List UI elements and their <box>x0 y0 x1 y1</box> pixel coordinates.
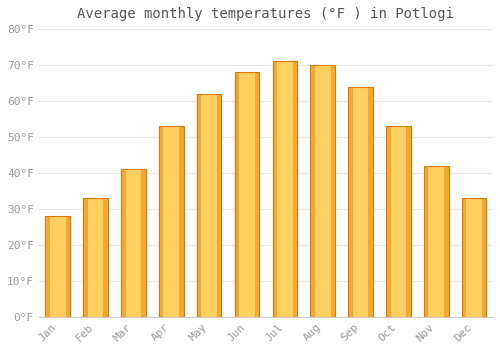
Bar <box>444 166 448 317</box>
Bar <box>234 72 260 317</box>
Bar <box>197 94 222 317</box>
Bar <box>348 86 373 317</box>
Bar <box>46 216 70 317</box>
Bar <box>310 65 335 317</box>
Bar <box>272 62 277 317</box>
Bar <box>330 65 335 317</box>
Bar <box>386 126 410 317</box>
Bar <box>255 72 260 317</box>
Bar <box>121 169 146 317</box>
Bar <box>66 216 70 317</box>
Bar <box>406 126 410 317</box>
Bar <box>46 216 50 317</box>
Bar <box>386 126 390 317</box>
Bar <box>424 166 428 317</box>
Bar <box>217 94 222 317</box>
Bar <box>462 198 486 317</box>
Bar <box>462 198 466 317</box>
Bar <box>159 126 184 317</box>
Bar <box>368 86 373 317</box>
Bar <box>84 198 108 317</box>
Bar <box>179 126 184 317</box>
Bar <box>142 169 146 317</box>
Bar <box>292 62 297 317</box>
Bar <box>197 94 202 317</box>
Bar <box>424 166 448 317</box>
Bar <box>234 72 239 317</box>
Title: Average monthly temperatures (°F ) in Potlogi: Average monthly temperatures (°F ) in Po… <box>78 7 454 21</box>
Bar <box>348 86 352 317</box>
Bar <box>272 62 297 317</box>
Bar <box>121 169 126 317</box>
Bar <box>310 65 315 317</box>
Bar <box>482 198 486 317</box>
Bar <box>104 198 108 317</box>
Bar <box>84 198 87 317</box>
Bar <box>159 126 164 317</box>
